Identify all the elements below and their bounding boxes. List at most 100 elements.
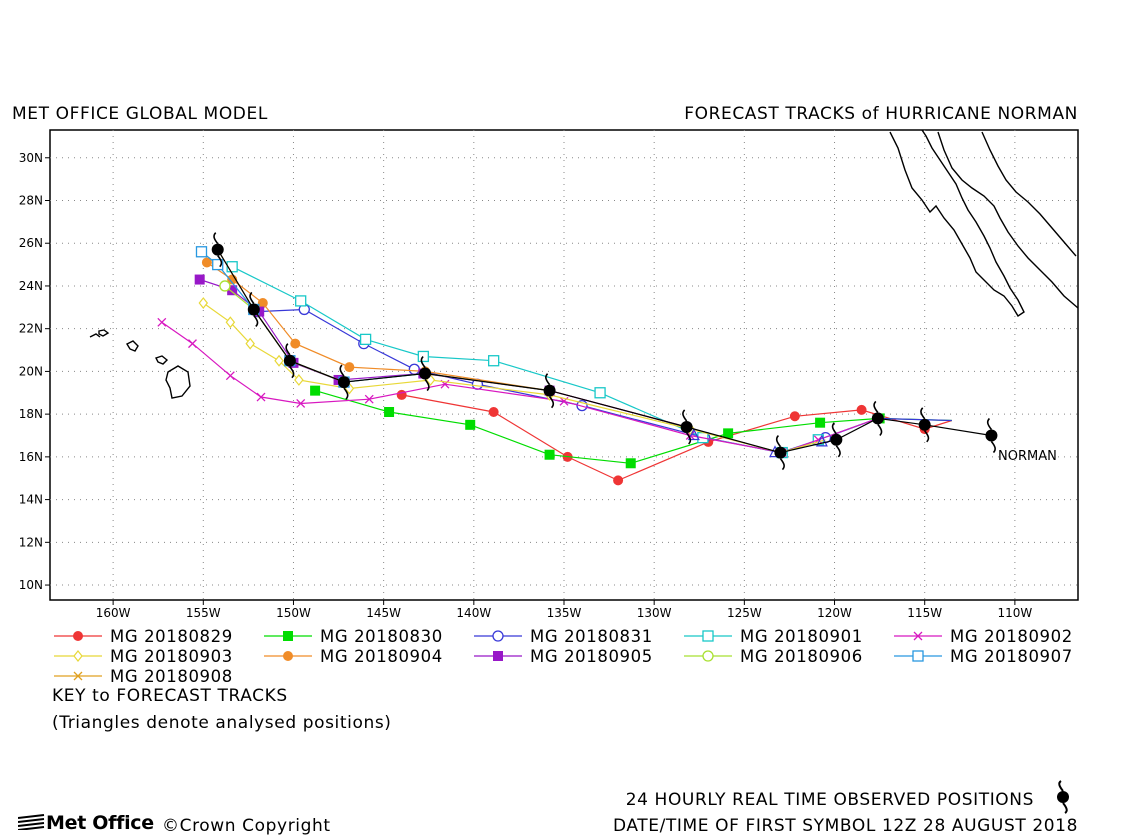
model-title: MET OFFICE GLOBAL MODEL — [12, 104, 268, 124]
track-point — [384, 407, 395, 417]
track-line — [401, 394, 952, 482]
hurricane-symbol-icon — [543, 373, 556, 409]
legend-label: MG 20180906 — [740, 647, 863, 666]
x-tick-label: 130W — [637, 606, 672, 620]
track-point — [359, 333, 372, 346]
track-point — [257, 298, 268, 309]
legend-label: MG 20180902 — [950, 627, 1073, 646]
axis-labels: 160W 155W 150W 145W 140W 135W 130W 125W 120W 115W… — [19, 151, 1033, 620]
track-point — [256, 392, 266, 402]
island-maui — [155, 355, 169, 365]
coastline — [89, 129, 1079, 399]
legend-marker — [702, 630, 714, 642]
track-point — [195, 246, 208, 258]
legend-label: MG 20180831 — [530, 627, 653, 646]
legend-marker — [73, 631, 83, 641]
track-line — [161, 321, 879, 454]
y-tick-label: 24N — [19, 279, 43, 293]
hurricane-symbol-icon — [680, 409, 693, 445]
x-tick-label: 155W — [186, 606, 221, 620]
legend-item: MG 20180903 — [54, 647, 232, 666]
track-point — [789, 411, 800, 422]
track-point — [274, 354, 284, 367]
hurricane-symbol-icon — [774, 435, 787, 471]
legend-label: MG 20180829 — [110, 627, 233, 646]
legend-marker — [283, 631, 293, 641]
y-tick-label: 20N — [19, 364, 43, 378]
track-point — [201, 257, 212, 268]
track-point — [408, 363, 420, 375]
track-point — [219, 280, 231, 292]
track-point — [488, 407, 499, 417]
track-point — [856, 404, 867, 415]
x-tick-label: 110W — [997, 606, 1032, 620]
legend-marker — [492, 630, 504, 642]
y-tick-label: 28N — [19, 194, 43, 208]
x-tick-label: 115W — [907, 606, 942, 620]
hurricane-symbol-icon — [247, 291, 260, 328]
legend-label: MG 20180907 — [950, 647, 1073, 666]
island-kauai — [89, 329, 110, 338]
legend-marker — [73, 671, 83, 681]
island-oahu — [126, 340, 139, 352]
legend-marker — [913, 631, 923, 641]
track-point — [488, 355, 500, 367]
legend-marker — [283, 651, 293, 661]
hurricane-symbol-icon — [211, 232, 224, 268]
baja-coast — [889, 129, 1025, 317]
track-mg-20180902 — [157, 317, 879, 458]
track-point — [723, 428, 734, 439]
first-symbol-date: DATE/TIME OF FIRST SYMBOL 12Z 28 AUGUST … — [612, 816, 1078, 836]
hurricane-symbol-icon — [830, 422, 843, 458]
y-tick-label: 16N — [19, 450, 43, 464]
x-tick-label: 125W — [727, 606, 762, 620]
grid-lines — [45, 130, 1078, 605]
logo-text: Met Office — [46, 812, 154, 834]
track-point — [194, 274, 205, 285]
observed-track — [211, 232, 998, 471]
track-mg-20180904 — [201, 257, 687, 428]
legend-marker — [702, 650, 714, 662]
legend-item: MG 20180902 — [894, 627, 1073, 646]
x-tick-label: 160W — [96, 606, 131, 620]
track-point — [226, 261, 238, 273]
legend-marker — [73, 650, 83, 662]
track-line — [199, 278, 687, 428]
legend-key-note: (Triangles denote analysed positions) — [52, 713, 392, 733]
forecast-tracks — [157, 245, 952, 486]
legend-label: MG 20180905 — [530, 647, 653, 666]
mainland-coast — [981, 131, 1077, 257]
observed-positions-label: 24 HOURLY REAL TIME OBSERVED POSITIONS — [625, 790, 1034, 810]
track-mg-20180901 — [226, 261, 879, 459]
met-office-logo: Met Office — [17, 812, 154, 834]
y-tick-label: 30N — [19, 151, 43, 165]
y-tick-label: 18N — [19, 407, 43, 421]
track-line — [231, 266, 879, 454]
hurricane-symbol-icon — [337, 364, 350, 400]
y-tick-label: 22N — [19, 322, 43, 336]
hurricane-symbol-icon — [985, 417, 998, 454]
x-tick-label: 135W — [547, 606, 582, 620]
track-point — [157, 317, 167, 327]
chart-title: FORECAST TRACKS of HURRICANE NORMAN — [684, 104, 1078, 124]
hurricane-symbol-icon — [419, 355, 432, 392]
track-point — [310, 385, 321, 396]
track-point — [396, 389, 407, 400]
storm-name-label: NORMAN — [998, 449, 1057, 464]
legend-item: MG 20180901 — [684, 627, 863, 646]
track-point — [613, 475, 624, 486]
legend-item: MG 20180905 — [474, 647, 653, 666]
track-point — [544, 449, 555, 460]
legend-label: MG 20180908 — [110, 667, 233, 686]
legend-key-title: KEY to FORECAST TRACKS — [52, 686, 288, 706]
hurricane-symbol-icon — [1057, 780, 1069, 814]
legend-label: MG 20180904 — [320, 647, 443, 666]
x-tick-label: 140W — [456, 606, 491, 620]
legend-label: MG 20180901 — [740, 627, 863, 646]
observed-track-line — [217, 249, 992, 454]
track-line — [257, 308, 952, 454]
analysed-triangle — [687, 428, 700, 441]
track-point — [625, 458, 636, 469]
track-point — [290, 338, 301, 349]
